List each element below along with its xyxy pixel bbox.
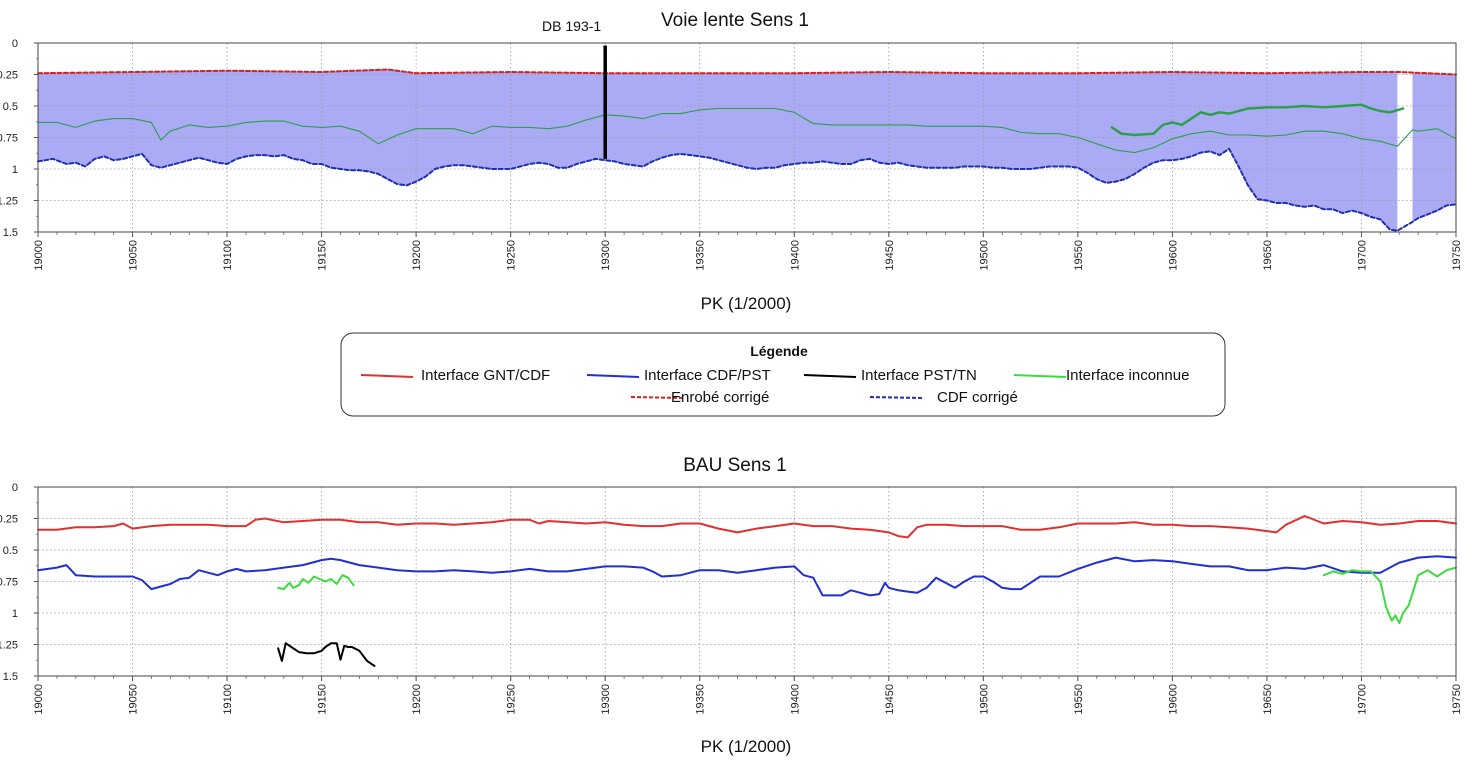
- x-tick-label: 19450: [884, 240, 896, 271]
- y-tick-label: 0.75: [0, 133, 18, 145]
- chart-title: Voie lente Sens 1: [661, 10, 809, 31]
- x-axis-label: PK (1/2000): [701, 737, 792, 756]
- x-tick-label: 19100: [222, 240, 234, 271]
- chart-bau: BAU Sens 1 0 0.25 0.5 0.75 1 1.25 1.5 19000 19050…: [0, 455, 1463, 756]
- y-tick-label: 0.25: [0, 70, 18, 82]
- legend-item: CDF corrigé: [869, 389, 1018, 406]
- x-axis-label: PK (1/2000): [701, 294, 792, 313]
- y-tick-label: 0.5: [3, 545, 18, 557]
- legend-item: Enrobé corrigé: [630, 389, 769, 406]
- x-tick-label: 19700: [1356, 684, 1368, 715]
- legend-swatch: [1013, 374, 1067, 378]
- x-tick-label: 19450: [884, 684, 896, 715]
- legend-item: Interface GNT/CDF: [360, 367, 550, 384]
- legend: Légende Interface GNT/CDF Interface CDF/P…: [340, 332, 1226, 417]
- y-tick-label: 0: [12, 38, 18, 50]
- series-line-3: [277, 574, 355, 591]
- y-tick-label: 1: [12, 164, 18, 176]
- x-tick-label: 19350: [695, 240, 707, 271]
- x-tick-label: 19300: [600, 684, 612, 715]
- x-tick-label: 19250: [506, 240, 518, 271]
- legend-label: Interface GNT/CDF: [421, 367, 550, 384]
- x-tick-label: 19700: [1356, 240, 1368, 271]
- y-tick-label: 0: [12, 482, 18, 494]
- legend-swatch: [630, 396, 684, 399]
- series-line-2: [37, 107, 1457, 154]
- series-line-3: [1110, 103, 1405, 137]
- x-tick-label: 19400: [789, 240, 801, 271]
- x-tick-label: 19050: [128, 684, 140, 715]
- series-line-2: [277, 642, 376, 667]
- legend-item: Interface inconnue: [1013, 367, 1189, 384]
- chart-voie-lente: Voie lente Sens 1 DB 193-1 0 0.25 0.5 0.75 1 1.…: [0, 10, 1463, 313]
- legend-swatch: [869, 396, 923, 399]
- x-tick-label: 19000: [33, 684, 45, 715]
- x-tick-label: 19350: [695, 684, 707, 715]
- y-tick-label: 1.25: [0, 196, 18, 208]
- x-tick-label: 19000: [33, 240, 45, 271]
- x-tick-label: 19150: [317, 684, 329, 715]
- x-tick-label: 19100: [222, 684, 234, 715]
- x-tick-label: 19600: [1167, 240, 1179, 271]
- x-tick-label: 19300: [600, 240, 612, 271]
- y-tick-label: 1: [12, 608, 18, 620]
- legend-title: Légende: [750, 343, 808, 359]
- legend-label: Interface PST/TN: [861, 367, 977, 384]
- x-tick-label: 19250: [506, 684, 518, 715]
- series-line-1: [37, 147, 1457, 232]
- series-line-1: [37, 555, 1457, 597]
- x-tick-label: 19050: [128, 240, 140, 271]
- x-tick-label: 19650: [1262, 684, 1274, 715]
- legend-label: Interface inconnue: [1066, 367, 1189, 384]
- y-tick-label: 1.5: [3, 671, 18, 683]
- legend-swatch: [803, 374, 857, 378]
- y-tick-label: 1.5: [3, 227, 18, 239]
- legend-swatch: [360, 374, 414, 378]
- series-line-0: [37, 68, 1457, 76]
- legend-box: [340, 332, 1226, 417]
- area-fill-0: [38, 69, 1398, 231]
- x-tick-label: 19600: [1167, 684, 1179, 715]
- area-fill-1: [1412, 72, 1456, 222]
- x-tick-label: 19500: [978, 240, 990, 271]
- y-tick-label: 0.25: [0, 514, 18, 526]
- x-tick-label: 19750: [1451, 684, 1463, 715]
- x-tick-label: 19550: [1073, 240, 1085, 271]
- annotation-label: DB 193-1: [542, 18, 601, 34]
- x-tick-label: 19200: [411, 684, 423, 715]
- y-tick-label: 0.5: [3, 101, 18, 113]
- legend-label: Enrobé corrigé: [671, 389, 769, 406]
- x-tick-label: 19200: [411, 240, 423, 271]
- y-tick-label: 1.25: [0, 640, 18, 652]
- x-tick-label: 19500: [978, 684, 990, 715]
- x-tick-label: 19150: [317, 240, 329, 271]
- y-tick-label: 0.75: [0, 577, 18, 589]
- legend-swatch: [586, 374, 640, 378]
- x-tick-label: 19750: [1451, 240, 1463, 271]
- x-tick-label: 19650: [1262, 240, 1274, 271]
- legend-items: Interface GNT/CDF Interface CDF/PST Interf…: [360, 367, 1189, 406]
- legend-label: CDF corrigé: [937, 389, 1018, 406]
- chart-title: BAU Sens 1: [683, 455, 787, 476]
- series-line-0: [37, 515, 1457, 539]
- x-tick-label: 19400: [789, 684, 801, 715]
- legend-item: Interface CDF/PST: [586, 367, 771, 384]
- legend-item: Interface PST/TN: [803, 367, 977, 384]
- x-tick-label: 19550: [1073, 684, 1085, 715]
- series-line-4: [1322, 566, 1457, 625]
- legend-label: Interface CDF/PST: [644, 367, 771, 384]
